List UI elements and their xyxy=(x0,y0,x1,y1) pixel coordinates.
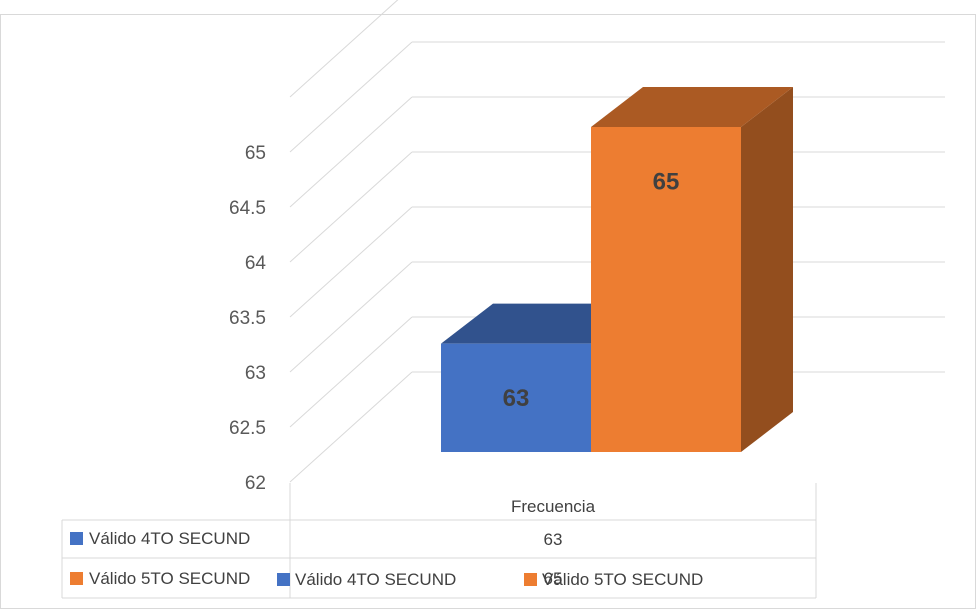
gridline-side xyxy=(289,316,413,428)
table-swatch-5to xyxy=(70,572,83,585)
y-tick-label: 64.5 xyxy=(229,198,266,219)
gridline-side xyxy=(289,151,413,263)
y-tick-label: 65 xyxy=(245,143,266,164)
table-header-frecuencia: Frecuencia xyxy=(511,497,596,516)
table-row-value-5to: 65 xyxy=(544,569,563,588)
gridline-side xyxy=(289,41,413,153)
gridline-side xyxy=(289,261,413,373)
table-row-label-5to: Válido 5TO SECUND xyxy=(89,569,250,588)
y-tick-label: 63 xyxy=(245,363,266,384)
legend-label-4to: Válido 4TO SECUND xyxy=(295,570,456,589)
table-swatch-4to xyxy=(70,532,83,545)
y-tick-label: 62 xyxy=(245,473,266,494)
legend-swatch-4to xyxy=(277,573,290,586)
bar-side xyxy=(741,87,793,452)
chart-border xyxy=(0,14,976,609)
y-axis-ticks: 62 62.5 63 63.5 64 64.5 65 xyxy=(229,143,266,494)
gridline-side xyxy=(289,0,399,98)
bar-front xyxy=(441,343,591,452)
legend: Válido 4TO SECUND Válido 5TO SECUND xyxy=(277,570,703,589)
bar-front xyxy=(591,127,741,452)
gridline-side xyxy=(289,96,413,208)
table-row-value-4to: 63 xyxy=(544,530,563,549)
bars: 63 65 xyxy=(441,87,793,452)
y-tick-label: 63.5 xyxy=(229,308,266,329)
bar-data-label: 65 xyxy=(653,169,680,196)
gridline-side xyxy=(289,371,413,483)
bar-data-label: 63 xyxy=(503,385,530,412)
y-tick-label: 64 xyxy=(245,253,267,274)
data-table: Frecuencia Válido 4TO SECUND 63 Válido 5… xyxy=(61,483,817,599)
gridline-side xyxy=(289,206,413,318)
table-row-label-4to: Válido 4TO SECUND xyxy=(89,529,250,548)
y-tick-label: 62.5 xyxy=(229,418,266,439)
legend-swatch-5to xyxy=(524,573,537,586)
bar-top xyxy=(591,87,793,127)
legend-label-5to: Válido 5TO SECUND xyxy=(542,570,703,589)
